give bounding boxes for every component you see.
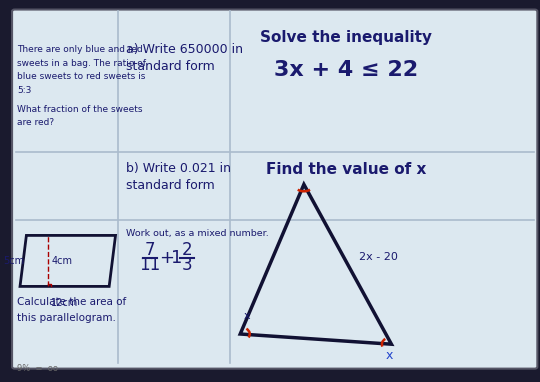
Text: What fraction of the sweets: What fraction of the sweets [17, 105, 143, 113]
Text: 11: 11 [139, 256, 160, 274]
Text: b) Write 0.021 in: b) Write 0.021 in [126, 162, 231, 175]
Text: sweets in a bag. The ratio of: sweets in a bag. The ratio of [17, 58, 146, 68]
Text: 3: 3 [182, 256, 192, 274]
Text: Find the value of x: Find the value of x [266, 162, 427, 177]
Text: 12cm: 12cm [51, 298, 78, 308]
FancyBboxPatch shape [12, 10, 537, 369]
Text: There are only blue and red: There are only blue and red [17, 45, 143, 54]
Text: 3x + 4 ≤ 22: 3x + 4 ≤ 22 [274, 60, 418, 80]
Text: x: x [243, 311, 250, 322]
Text: Work out, as a mixed number.: Work out, as a mixed number. [126, 228, 269, 238]
Text: Calculate the area of: Calculate the area of [17, 296, 126, 307]
Text: blue sweets to red sweets is: blue sweets to red sweets is [17, 72, 146, 81]
Text: x: x [386, 349, 393, 362]
Text: 1: 1 [171, 249, 182, 267]
Text: standard form: standard form [126, 179, 215, 192]
Text: 5cm: 5cm [3, 256, 24, 266]
Text: +: + [159, 249, 174, 267]
Text: this parallelogram.: this parallelogram. [17, 312, 116, 322]
Text: 2: 2 [182, 241, 192, 259]
Text: 5:3: 5:3 [17, 86, 32, 95]
Text: standard form: standard form [126, 60, 215, 73]
Text: 4cm: 4cm [51, 256, 72, 266]
Text: are red?: are red? [17, 118, 55, 127]
Text: Solve the inequality: Solve the inequality [260, 30, 433, 45]
Text: 7: 7 [145, 241, 156, 259]
Text: 2x - 20: 2x - 20 [359, 252, 398, 262]
Text: a) Write 650000 in: a) Write 650000 in [126, 43, 243, 56]
Text: 9%  =  oo: 9% = oo [17, 364, 58, 372]
